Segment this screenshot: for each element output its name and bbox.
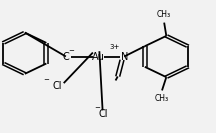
Text: Cl: Cl (52, 81, 62, 91)
Text: −: − (43, 77, 49, 84)
Text: Cl: Cl (99, 109, 108, 119)
Text: N: N (121, 51, 128, 62)
Text: −: − (94, 105, 100, 111)
Text: 3+: 3+ (109, 44, 119, 50)
Text: −: − (68, 48, 74, 54)
Text: CH₃: CH₃ (156, 10, 171, 19)
Text: CH₃: CH₃ (154, 94, 168, 103)
Text: Au: Au (92, 51, 105, 62)
Text: C: C (62, 51, 69, 62)
